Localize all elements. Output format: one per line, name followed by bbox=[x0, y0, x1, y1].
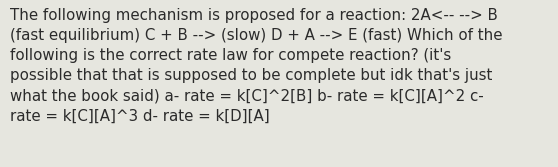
Text: The following mechanism is proposed for a reaction: 2A<-- --> B
(fast equilibriu: The following mechanism is proposed for … bbox=[10, 8, 503, 124]
